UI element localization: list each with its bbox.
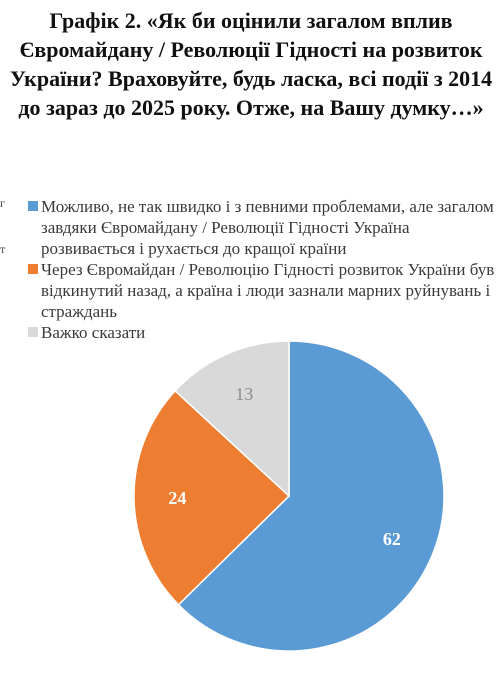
legend-item-positive: Можливо, не так швидко і з певними пробл… bbox=[28, 196, 498, 259]
chart-legend: Можливо, не так швидко і з певними пробл… bbox=[28, 196, 498, 343]
chart-title: Графік 2. «Як би оцінили загалом вплив Є… bbox=[9, 8, 493, 120]
legend-item-hard-to-say: Важко сказати bbox=[28, 322, 498, 343]
legend-item-negative: Через Євромайдан / Революцію Гідності ро… bbox=[28, 259, 498, 322]
pie-slice-negative bbox=[133, 389, 291, 606]
legend-swatch-positive bbox=[28, 201, 38, 211]
legend-label-hard-to-say: Важко сказати bbox=[41, 323, 146, 342]
pie-label-hard-to-say: 13 bbox=[235, 384, 253, 404]
pie-slice-positive bbox=[177, 340, 445, 652]
edge-text-fragment: г bbox=[0, 196, 5, 210]
pie-slice-hard-to-say bbox=[174, 340, 290, 498]
pie-chart-area: 62 24 13 bbox=[0, 330, 502, 677]
edge-text-fragment: т bbox=[0, 242, 6, 256]
pie-label-positive: 62 bbox=[383, 529, 401, 549]
legend-label-negative: Через Євромайдан / Революцію Гідності ро… bbox=[41, 260, 495, 321]
legend-label-positive: Можливо, не так швидко і з певними пробл… bbox=[41, 197, 494, 258]
legend-swatch-negative bbox=[28, 264, 38, 274]
pie-label-negative: 24 bbox=[168, 488, 186, 508]
legend-swatch-hard-to-say bbox=[28, 327, 38, 337]
pie-chart: 62 24 13 bbox=[133, 340, 445, 652]
